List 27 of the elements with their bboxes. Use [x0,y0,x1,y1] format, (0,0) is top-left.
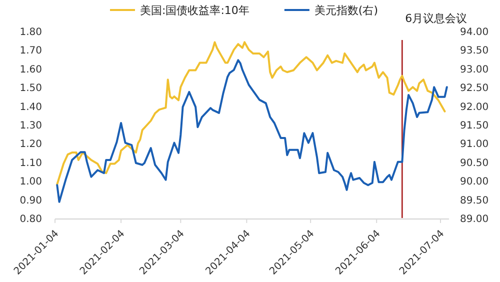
y-tick-label: 1.50 [20,83,42,94]
line-series [56,41,446,186]
y2-tick-label: 91.50 [460,120,489,132]
y-tick-label: 1.00 [20,176,42,188]
y2-tick-label: 94.00 [460,27,489,38]
y-tick-label: 0.90 [20,195,42,206]
y-tick-label: 1.20 [20,139,42,150]
ref-line-label: 6月议息会议 [405,12,468,25]
y2-tick-label: 93.00 [460,64,489,76]
y2-tick-label: 89.00 [460,214,489,225]
legend-label: 美元指数(右) [314,4,378,17]
y2-tick-label: 89.50 [460,195,489,206]
y2-tick-label: 90.50 [460,158,489,169]
y-tick-label: 1.40 [20,102,42,113]
y2-tick-label: 92.50 [460,83,489,94]
y-tick-label: 1.10 [20,158,42,169]
y-tick-label: 1.70 [20,46,42,57]
y2-tick-label: 92.00 [460,102,489,113]
line-series [56,59,448,203]
y-tick-label: 1.80 [20,27,42,38]
y-tick-label: 1.30 [20,120,42,132]
legend-label: 美国:国债收益率:10年 [140,4,250,17]
y2-tick-label: 90.00 [460,176,489,188]
y2-tick-label: 93.50 [460,46,489,57]
y-tick-label: 1.60 [20,64,42,76]
y-tick-label: 0.80 [20,214,42,225]
y2-tick-label: 91.00 [460,139,489,150]
